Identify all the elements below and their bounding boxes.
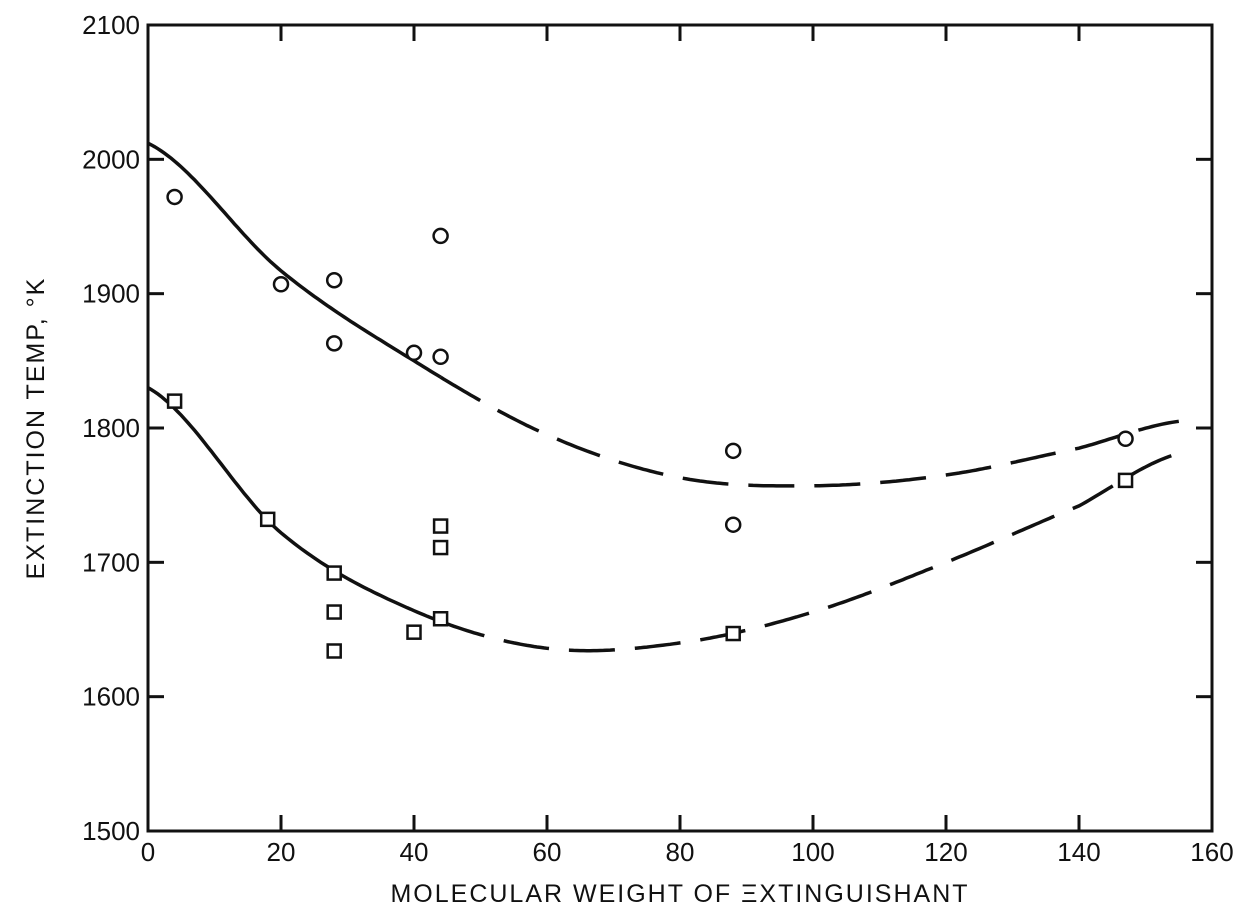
y-tick-label: 1500 bbox=[82, 816, 140, 846]
circle-point bbox=[724, 516, 742, 533]
square-point bbox=[432, 611, 449, 627]
circle-point bbox=[724, 442, 742, 460]
square-point bbox=[259, 511, 276, 528]
circle-point bbox=[1117, 430, 1134, 447]
x-tick-label: 20 bbox=[267, 837, 296, 867]
square-point bbox=[326, 643, 342, 659]
plot-frame bbox=[146, 23, 1214, 833]
x-axis-label: MOLECULAR WEIGHT OF ΞXTINGUISHANT bbox=[390, 880, 969, 908]
circle-point bbox=[272, 276, 290, 293]
x-tick-labels: 0 20 40 60 80 100 120 140 160 bbox=[141, 837, 1234, 867]
fit-curve-dashed-1 bbox=[439, 375, 1180, 488]
circle-point bbox=[405, 344, 423, 362]
x-tick-label: 140 bbox=[1057, 837, 1100, 867]
y-tick-label: 2000 bbox=[82, 144, 140, 174]
square-point bbox=[432, 518, 449, 534]
x-tick-label: 80 bbox=[666, 837, 695, 867]
square-point bbox=[432, 539, 449, 556]
square-point bbox=[326, 565, 342, 581]
fit-curves bbox=[147, 141, 1180, 653]
circle-point bbox=[325, 335, 343, 352]
square-point bbox=[326, 604, 342, 620]
y-tick-labels: 1500 1600 1700 1800 1900 2000 2100 bbox=[82, 10, 140, 846]
circle-point bbox=[432, 348, 449, 366]
square-point bbox=[166, 393, 183, 409]
x-tick-label: 160 bbox=[1190, 837, 1233, 867]
fit-curve-solid-2 bbox=[147, 386, 442, 624]
y-tick-label: 1600 bbox=[82, 682, 140, 712]
x-tick-label: 0 bbox=[141, 837, 155, 867]
x-tick-label: 120 bbox=[924, 837, 967, 867]
y-tick-label: 1800 bbox=[82, 413, 140, 443]
x-tick-label: 60 bbox=[533, 837, 562, 867]
circle-point bbox=[166, 188, 183, 206]
square-point bbox=[1117, 472, 1134, 489]
circle-point bbox=[325, 271, 343, 289]
y-axis-label: EXTINCTION TEMP, °K bbox=[22, 277, 50, 580]
circle-point bbox=[432, 227, 449, 245]
y-tick-label: 2100 bbox=[82, 10, 140, 40]
y-tick-label: 1700 bbox=[82, 547, 140, 577]
fit-curve-dashed-2 bbox=[440, 451, 1180, 653]
axis-ticks bbox=[148, 25, 1212, 831]
x-tick-label: 40 bbox=[400, 837, 429, 867]
data-points bbox=[166, 188, 1134, 659]
square-point bbox=[725, 625, 741, 642]
fit-curve-solid-1 bbox=[147, 141, 442, 379]
square-point bbox=[406, 624, 422, 640]
y-tick-label: 1900 bbox=[82, 279, 140, 309]
x-tick-label: 100 bbox=[791, 837, 834, 867]
